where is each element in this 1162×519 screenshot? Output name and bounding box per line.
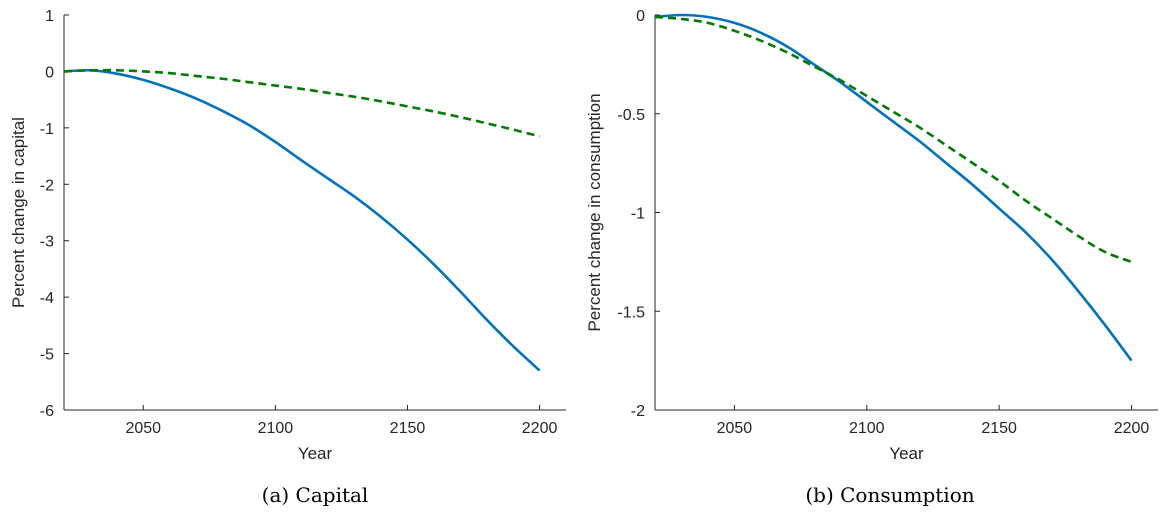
y-tick-label: -1 — [40, 121, 54, 138]
x-tick-label: 2100 — [849, 420, 885, 437]
y-tick-label: -4 — [40, 290, 54, 307]
y-tick-label: -6 — [40, 403, 54, 420]
x-tick-label: 2050 — [125, 420, 161, 437]
chart-panel-a: 2050 2100 2150 2200 1 0 -1 -2 -3 -4 -5 -6 Year Percen… — [9, 8, 566, 507]
solid-series-line — [63, 68, 541, 372]
y-tick-label: -1 — [631, 206, 645, 223]
y-tick-label: 1 — [45, 8, 54, 25]
x-tick-label: 2150 — [390, 420, 426, 437]
y-tick-label: 0 — [636, 8, 645, 25]
x-tick-label: 2100 — [258, 420, 294, 437]
y-tick-label: 0 — [45, 64, 54, 81]
x-tick-label: 2050 — [717, 420, 753, 437]
x-axis-title: Year — [889, 444, 924, 463]
y-tick-label: -2 — [40, 177, 54, 194]
figure-caption: (a) Capital — [262, 483, 369, 507]
y-tick-label: -2 — [631, 403, 645, 420]
y-axis-title: Percent change in capital — [9, 117, 28, 308]
y-axis-title: Percent change in consumption — [585, 93, 604, 331]
x-axis-title: Year — [298, 444, 333, 463]
x-tick-label: 2200 — [1114, 420, 1150, 437]
dashed-series-line — [63, 68, 540, 138]
x-tick-label: 2200 — [522, 420, 558, 437]
solid-series-line — [654, 13, 1133, 362]
dashed-series-line — [654, 15, 1132, 264]
chart-panel-b: 2050 2100 2150 2200 0 -0.5 -1 -1.5 -2 Year Percent… — [585, 8, 1158, 507]
figure-caption: (b) Consumption — [805, 483, 974, 507]
y-tick-label: -5 — [40, 347, 54, 364]
y-tick-label: -1.5 — [617, 304, 645, 321]
y-tick-label: -0.5 — [617, 107, 645, 124]
x-tick-label: 2150 — [981, 420, 1017, 437]
y-tick-label: -3 — [40, 234, 54, 251]
